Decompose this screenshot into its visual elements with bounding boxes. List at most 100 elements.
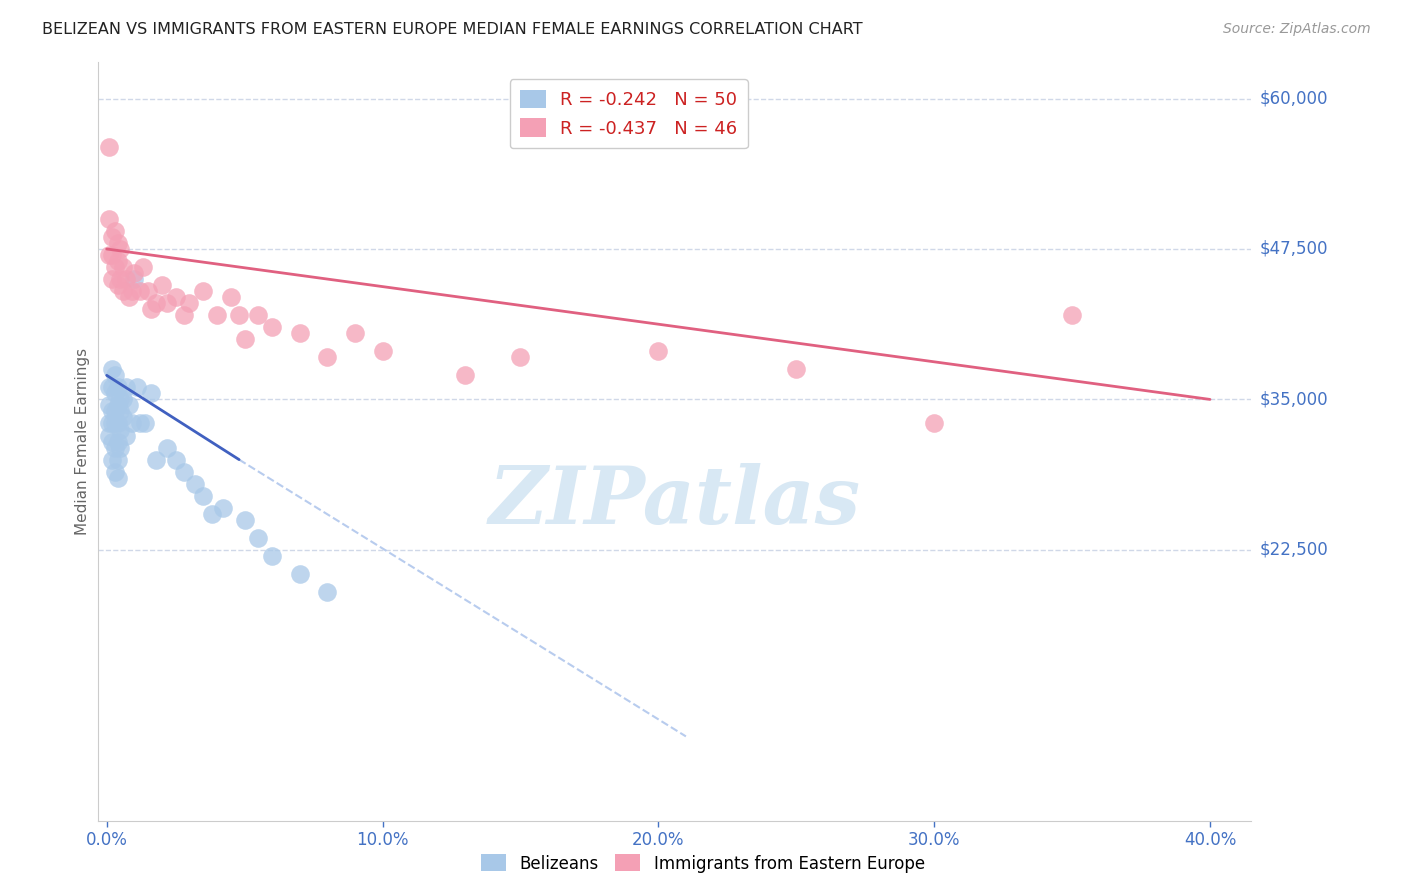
Point: [101, 434, 124, 449]
Point: [104, 417, 127, 431]
Y-axis label: Median Female Earnings: Median Female Earnings: [75, 348, 90, 535]
Legend: Belizeans, Immigrants from Eastern Europe: Belizeans, Immigrants from Eastern Europ…: [474, 847, 932, 880]
Point: [115, 272, 138, 286]
Point: [104, 260, 127, 274]
Point: [112, 284, 135, 298]
Point: [193, 284, 215, 298]
Point: [110, 441, 132, 455]
Point: [107, 278, 129, 293]
Point: [131, 260, 153, 274]
Point: [173, 308, 195, 322]
Point: [205, 308, 228, 322]
Point: [98, 248, 121, 262]
Point: [107, 452, 129, 467]
Point: [184, 476, 207, 491]
Point: [107, 417, 129, 431]
Text: $47,500: $47,500: [1260, 240, 1329, 258]
Point: [115, 380, 138, 394]
Point: [1060, 308, 1083, 322]
Point: [193, 489, 215, 503]
Point: [156, 296, 179, 310]
Point: [200, 507, 222, 521]
Point: [454, 368, 477, 383]
Point: [121, 284, 143, 298]
Point: [98, 211, 121, 226]
Point: [262, 549, 284, 563]
Text: $60,000: $60,000: [1260, 89, 1329, 108]
Text: $35,000: $35,000: [1260, 391, 1329, 409]
Point: [785, 362, 807, 376]
Point: [101, 230, 124, 244]
Point: [101, 380, 124, 394]
Point: [104, 386, 127, 401]
Point: [288, 566, 311, 581]
Point: [247, 308, 270, 322]
Point: [107, 434, 129, 449]
Point: [179, 296, 201, 310]
Text: $22,500: $22,500: [1260, 541, 1329, 559]
Point: [101, 272, 124, 286]
Point: [211, 500, 233, 515]
Point: [112, 260, 135, 274]
Point: [101, 248, 124, 262]
Point: [371, 344, 394, 359]
Point: [101, 452, 124, 467]
Point: [124, 272, 146, 286]
Point: [165, 452, 187, 467]
Point: [343, 326, 366, 341]
Point: [145, 296, 167, 310]
Point: [134, 417, 156, 431]
Point: [124, 266, 146, 280]
Point: [233, 513, 256, 527]
Point: [112, 410, 135, 425]
Point: [121, 417, 143, 431]
Point: [104, 404, 127, 418]
Point: [107, 399, 129, 413]
Point: [98, 139, 121, 153]
Text: BELIZEAN VS IMMIGRANTS FROM EASTERN EUROPE MEDIAN FEMALE EARNINGS CORRELATION CH: BELIZEAN VS IMMIGRANTS FROM EASTERN EURO…: [42, 22, 863, 37]
Legend: R = -0.242   N = 50, R = -0.437   N = 46: R = -0.242 N = 50, R = -0.437 N = 46: [509, 79, 748, 148]
Point: [165, 290, 187, 304]
Point: [107, 254, 129, 268]
Point: [104, 368, 127, 383]
Text: ZIPatlas: ZIPatlas: [489, 464, 860, 541]
Point: [101, 417, 124, 431]
Point: [107, 470, 129, 484]
Point: [125, 380, 148, 394]
Point: [247, 531, 270, 545]
Point: [288, 326, 311, 341]
Point: [228, 308, 250, 322]
Point: [107, 380, 129, 394]
Point: [110, 392, 132, 407]
Point: [115, 428, 138, 442]
Point: [98, 399, 121, 413]
Point: [150, 278, 173, 293]
Point: [101, 404, 124, 418]
Point: [316, 585, 339, 599]
Point: [219, 290, 242, 304]
Point: [104, 465, 127, 479]
Point: [509, 351, 531, 365]
Point: [98, 380, 121, 394]
Point: [128, 284, 150, 298]
Point: [139, 386, 162, 401]
Point: [128, 417, 150, 431]
Point: [233, 332, 256, 346]
Point: [156, 441, 179, 455]
Point: [922, 417, 945, 431]
Point: [118, 399, 141, 413]
Point: [110, 242, 132, 256]
Point: [98, 417, 121, 431]
Point: [173, 465, 195, 479]
Point: [101, 362, 124, 376]
Point: [647, 344, 669, 359]
Point: [118, 290, 141, 304]
Point: [104, 224, 127, 238]
Point: [316, 351, 339, 365]
Point: [110, 423, 132, 437]
Point: [110, 272, 132, 286]
Point: [110, 404, 132, 418]
Point: [98, 428, 121, 442]
Point: [139, 302, 162, 317]
Point: [112, 392, 135, 407]
